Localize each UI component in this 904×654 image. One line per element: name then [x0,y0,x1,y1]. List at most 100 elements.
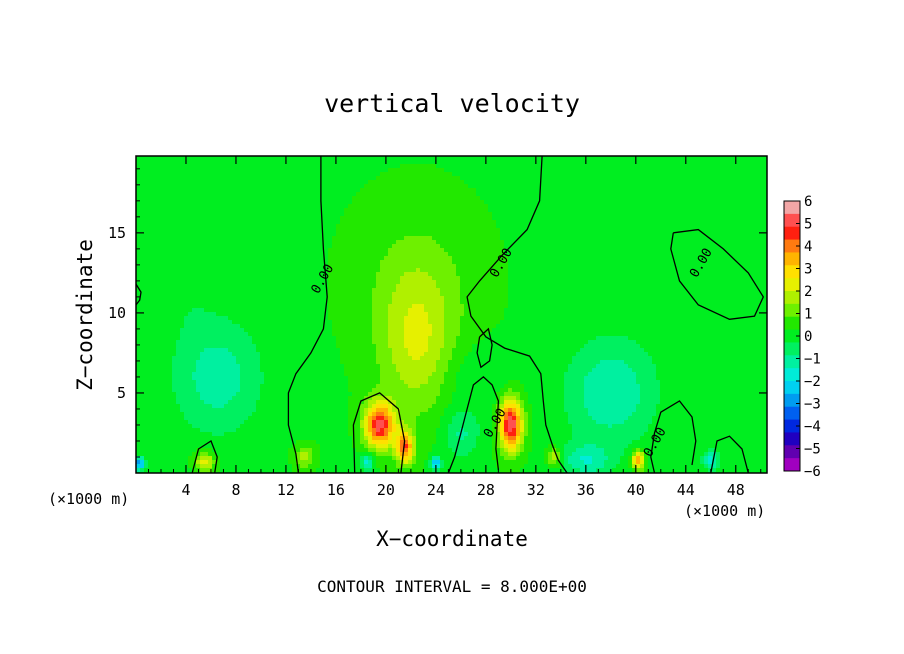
heatmap-cell [144,208,149,213]
heatmap-cell [452,164,457,169]
heatmap-cell [620,192,625,197]
heatmap-cell [248,224,253,229]
heatmap-cell [344,256,349,261]
heatmap-cell [284,188,289,193]
heatmap-cell [712,164,717,169]
heatmap-cell [760,188,765,193]
heatmap-cell [440,276,445,281]
heatmap-cell [208,232,213,237]
heatmap-cell [352,248,357,253]
heatmap-cell [160,212,165,217]
heatmap-cell [432,216,437,221]
heatmap-cell [272,236,277,241]
heatmap-cell [432,200,437,205]
heatmap-cell [700,264,705,269]
heatmap-cell [308,168,313,173]
heatmap-cell [644,236,649,241]
heatmap-cell [648,276,653,281]
heatmap-cell [300,196,305,201]
heatmap-cell [500,164,505,169]
heatmap-cell [596,196,601,201]
heatmap-cell [476,224,481,229]
heatmap-cell [720,176,725,181]
heatmap-cell [660,208,665,213]
heatmap-cell [692,224,697,229]
heatmap-cell [360,180,365,185]
heatmap-cell [200,264,205,269]
heatmap-cell [268,172,273,177]
heatmap-cell [316,176,321,181]
heatmap-cell [380,244,385,249]
heatmap-cell [300,180,305,185]
heatmap-cell [348,264,353,269]
heatmap-cell [164,236,169,241]
heatmap-cell [172,216,177,221]
heatmap-cell [408,256,413,261]
heatmap-cell [680,256,685,261]
heatmap-cell [292,256,297,261]
heatmap-cell [400,252,405,257]
heatmap-cell [360,164,365,169]
heatmap-cell [580,188,585,193]
heatmap-cell [172,244,177,249]
heatmap-cell [588,216,593,221]
heatmap-cell [200,184,205,189]
heatmap-cell [476,180,481,185]
heatmap-cell [680,180,685,185]
heatmap-cell [196,272,201,277]
heatmap-cell [536,220,541,225]
heatmap-cell [432,264,437,269]
heatmap-cell [644,176,649,181]
heatmap-cell [308,256,313,261]
heatmap-cell [328,204,333,209]
heatmap-cell [220,200,225,205]
heatmap-cell [424,280,429,285]
heatmap-cell [640,240,645,245]
heatmap-cell [740,276,745,281]
heatmap-cell [364,172,369,177]
heatmap-cell [740,224,745,229]
heatmap-cell [740,228,745,233]
heatmap-cell [692,176,697,181]
heatmap-cell [248,248,253,253]
heatmap-cell [660,256,665,261]
heatmap-cell [508,228,513,233]
heatmap-cell [764,208,768,213]
heatmap-cell [524,188,529,193]
heatmap-cell [444,260,449,265]
heatmap-cell [708,156,713,161]
heatmap-cell [368,276,373,281]
heatmap-cell [240,208,245,213]
heatmap-cell [696,256,701,261]
heatmap-cell [332,168,337,173]
heatmap-cell [160,200,165,205]
heatmap-cell [312,204,317,209]
heatmap-cell [764,260,768,265]
heatmap-cell [368,176,373,181]
heatmap-cell [648,212,653,217]
heatmap-cell [572,264,577,269]
heatmap-cell [764,188,768,193]
heatmap-cell [592,248,597,253]
heatmap-cell [440,264,445,269]
heatmap-cell [544,196,549,201]
heatmap-cell [240,200,245,205]
heatmap-cell [212,244,217,249]
heatmap-cell [652,232,657,237]
heatmap-cell [308,264,313,269]
heatmap-cell [356,196,361,201]
heatmap-cell [320,172,325,177]
heatmap-cell [240,272,245,277]
heatmap-cell [340,264,345,269]
heatmap-cell [204,260,209,265]
heatmap-cell [704,204,709,209]
heatmap-cell [672,268,677,273]
heatmap-cell [496,256,501,261]
heatmap-cell [420,224,425,229]
heatmap-cell [244,216,249,221]
heatmap-cell [576,192,581,197]
heatmap-cell [544,272,549,277]
heatmap-cell [404,168,409,173]
heatmap-cell [424,208,429,213]
heatmap-cell [568,224,573,229]
